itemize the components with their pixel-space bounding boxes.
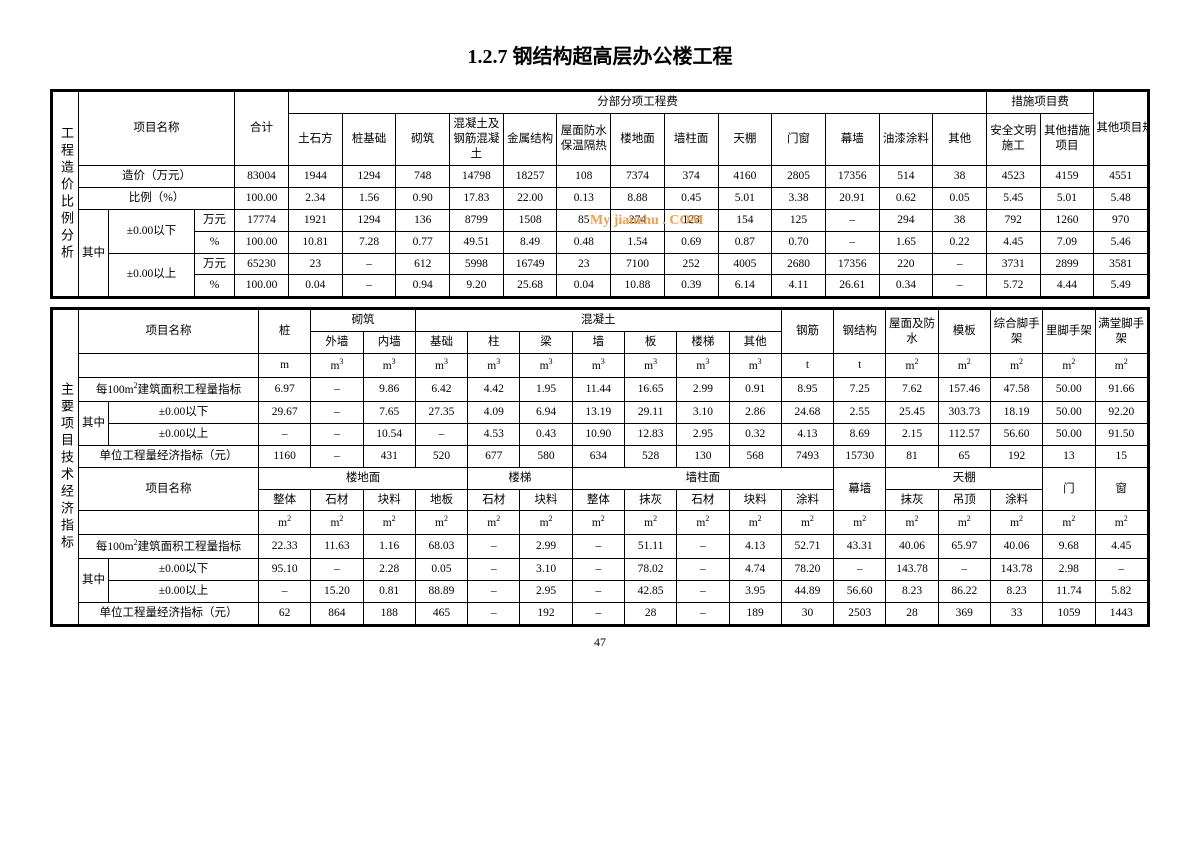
t1-row-cost: 造价（万元） 8300419441294748 1479818257108737… <box>53 165 1148 187</box>
vlabel-cost: 工程造价比例分析 <box>53 92 79 297</box>
hdr-fbfx: 分部分项工程费 <box>289 92 987 114</box>
t1-row-below-p: % 100.0010.817.280.77 49.518.490.481.54 … <box>53 231 1148 253</box>
hdr-total: 合计 <box>235 92 289 166</box>
t2a-below: 其中 ±0.00以下 29.67–7.6527.35 4.096.9413.19… <box>53 401 1148 423</box>
table-cost-analysis: 工程造价比例分析 项目名称 合计 分部分项工程费 措施项目费 其他项目规费税金 … <box>50 89 1150 299</box>
t1-row-below-w: 其中 ±0.00以下 万元 1777419211294136 879915088… <box>53 209 1148 231</box>
t2a-hdr-project: 项目名称 <box>79 310 259 354</box>
t2a-units: mm3m3m3 m3m3m3m3 m3m3tt m2m2m2m2 m2 <box>53 354 1148 378</box>
hdr-other: 其他项目规费税金 <box>1094 92 1148 166</box>
t2b-above: ±0.00以上 –15.200.8188.89 –2.95–42.85 –3.9… <box>53 580 1148 602</box>
t2b-units: m2m2m2m2 m2m2m2m2 m2m2m2m2 m2m2m2m2 m2 <box>53 511 1148 535</box>
t2a-econ: 单位工程量经济指标（元） 1160–431520 677580634528 13… <box>53 445 1148 467</box>
hdr-cs: 措施项目费 <box>986 92 1093 114</box>
hdr-project: 项目名称 <box>79 92 235 166</box>
page-title: 1.2.7 钢结构超高层办公楼工程 <box>50 40 1150 69</box>
table-tech-econ: 主要项目技术经济指标 项目名称 桩 砌筑 混凝土 钢筋 钢结构 屋面及防水 模板… <box>50 307 1150 626</box>
t2b-hdr-project: 项目名称 <box>79 467 259 511</box>
vlabel-tech: 主要项目技术经济指标 <box>53 310 79 624</box>
t2a-per100: 每100m2建筑面积工程量指标 6.97–9.866.42 4.421.9511… <box>53 378 1148 402</box>
t1-row-ratio: 比例（%） 100.002.341.560.90 17.8322.000.138… <box>53 187 1148 209</box>
t1-row-above-p: % 100.000.04–0.94 9.2025.680.0410.88 0.3… <box>53 275 1148 297</box>
page-number: 47 <box>50 635 1150 650</box>
t1-row-above-w: ±0.00以上 万元 6523023–612 599816749237100 2… <box>53 253 1148 275</box>
t2b-below: 其中 ±0.00以下 95.10–2.280.05 –3.10–78.02 –4… <box>53 559 1148 581</box>
t2b-econ: 单位工程量经济指标（元） 62864188465 –192–28 –189302… <box>53 602 1148 624</box>
t2b-per100: 每100m2建筑面积工程量指标 22.3311.631.1668.03 –2.9… <box>53 535 1148 559</box>
t2a-above: ±0.00以上 ––10.54– 4.530.4310.9012.83 2.95… <box>53 423 1148 445</box>
